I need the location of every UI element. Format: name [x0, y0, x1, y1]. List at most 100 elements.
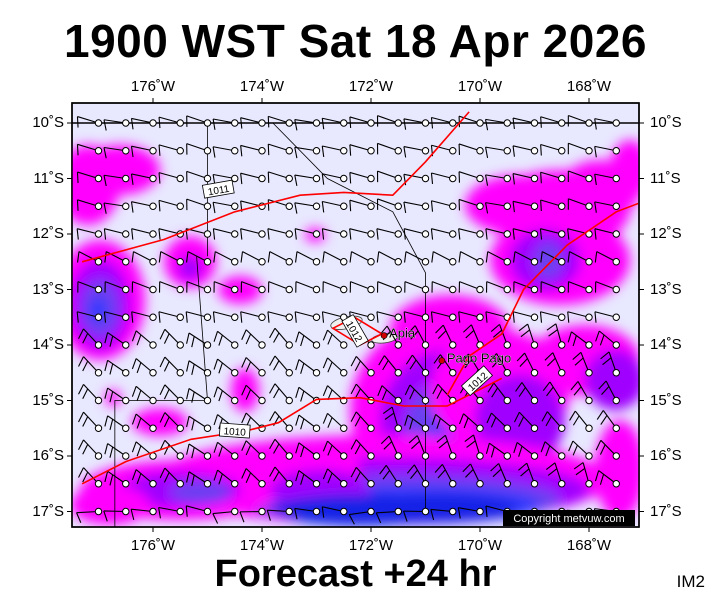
wind-barb	[104, 359, 130, 377]
isobar-line	[81, 377, 503, 485]
wind-barb	[431, 251, 457, 266]
wind-barb	[241, 384, 266, 405]
place-markers: Apia Pago Pago	[380, 325, 511, 366]
wind-barb	[546, 323, 566, 349]
image-code: IM2	[676, 572, 705, 591]
wind-barb	[430, 200, 457, 212]
lat-label-right: 12˚S	[650, 225, 682, 242]
wind-barb	[431, 281, 457, 294]
wind-barb	[404, 414, 430, 432]
forecast-label: Forecast +24 hr	[214, 553, 497, 595]
lat-label-left: 13˚S	[32, 280, 64, 298]
wind-barb	[406, 464, 430, 488]
wind-barb	[104, 387, 130, 405]
wind-barb	[186, 443, 212, 460]
lon-label-top: 168˚W	[566, 78, 612, 95]
wind-barb	[430, 116, 457, 129]
wind-barb	[104, 281, 130, 294]
wind-barb	[294, 146, 321, 159]
wind-barb	[104, 415, 130, 432]
wind-barb	[458, 311, 484, 323]
wind-barb	[594, 311, 620, 323]
wind-barb	[430, 507, 457, 521]
precip-cell	[178, 256, 202, 280]
wind-barb	[78, 467, 103, 488]
wind-barb	[322, 412, 348, 432]
wind-barb	[382, 406, 402, 432]
wind-barb	[350, 439, 375, 460]
wind-barb	[240, 281, 266, 294]
lon-label-bottom: 174˚W	[239, 537, 285, 554]
wind-barb	[213, 281, 239, 294]
wind-barb	[568, 440, 593, 460]
lat-label-right: 11˚S	[650, 169, 681, 187]
wind-barb	[540, 441, 566, 460]
wind-barb	[131, 358, 157, 377]
wind-barb	[267, 143, 293, 156]
wind-barb	[77, 251, 103, 266]
wind-barb	[540, 143, 566, 156]
wind-barb	[349, 199, 375, 212]
wind-barb	[269, 466, 293, 488]
wind-barb	[485, 118, 511, 131]
isobar-line	[446, 202, 639, 396]
wind-barb	[485, 228, 511, 240]
wind-barb	[294, 174, 321, 186]
wind-barb	[322, 281, 348, 294]
wind-barb	[512, 200, 539, 213]
wind-barb	[512, 173, 539, 185]
wind-barb	[572, 351, 593, 377]
wind-barb	[104, 332, 130, 349]
wind-barb	[567, 311, 593, 323]
wind-barb	[348, 507, 375, 525]
wind-barb	[430, 228, 457, 240]
wind-barb	[78, 356, 103, 377]
svg-text:Apia: Apia	[389, 326, 416, 341]
wind-barb	[490, 323, 511, 349]
wind-barb	[379, 464, 402, 488]
wind-barb	[462, 463, 484, 488]
wind-barb	[294, 311, 321, 323]
wind-barb	[567, 114, 593, 127]
wind-barb	[540, 199, 566, 212]
wind-barb	[544, 352, 566, 377]
lon-label-top: 176˚W	[130, 78, 176, 95]
wind-barb	[598, 380, 620, 405]
wind-barb	[240, 228, 266, 240]
wind-barb	[486, 412, 511, 432]
lat-label-left: 10˚S	[32, 114, 64, 131]
wind-barb	[158, 506, 184, 519]
wind-barb	[458, 281, 484, 294]
wind-barb	[542, 381, 566, 405]
wind-barb	[434, 463, 457, 488]
isobar-label: 1010	[218, 422, 251, 439]
wind-barb	[485, 202, 511, 214]
wind-barb	[512, 228, 539, 240]
wind-barb	[594, 470, 620, 488]
wind-barb	[458, 228, 484, 240]
wind-barb	[404, 384, 430, 405]
wind-barb	[458, 251, 484, 266]
wind-barb	[212, 173, 239, 186]
wind-barb	[76, 143, 103, 156]
wind-barb	[322, 251, 348, 266]
wind-barb	[269, 327, 293, 349]
wind-barb	[322, 440, 348, 460]
wind-barb	[295, 281, 321, 294]
lat-label-left: 14˚S	[32, 336, 64, 353]
wind-barb	[131, 330, 157, 349]
wind-barb	[295, 251, 321, 266]
wind-barb	[186, 281, 212, 294]
wind-barb	[545, 462, 566, 488]
wind-barb	[295, 331, 321, 349]
wind-barb	[485, 251, 511, 266]
wind-barb	[159, 328, 184, 349]
wind-barb	[458, 171, 484, 183]
wind-barb	[376, 281, 402, 294]
wind-barb	[376, 311, 402, 323]
wind-barb	[103, 202, 130, 214]
wind-barb	[130, 201, 157, 213]
wind-barb	[186, 198, 212, 211]
wind-barb	[295, 414, 321, 432]
